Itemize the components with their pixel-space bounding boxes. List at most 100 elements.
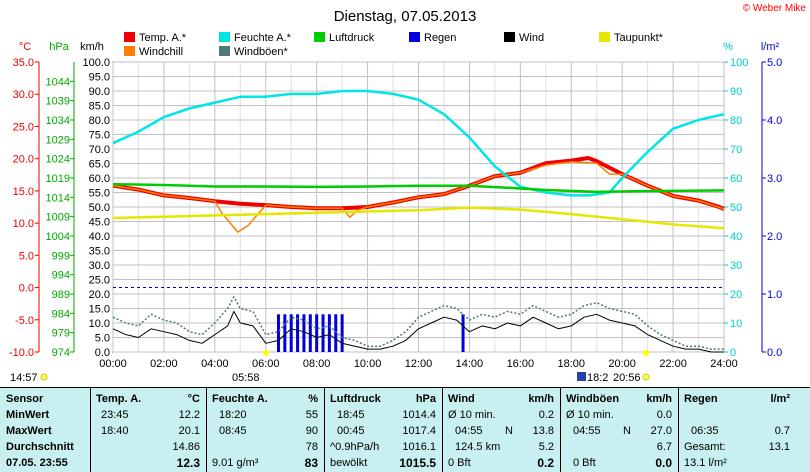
stats-wind-header: Wind <box>448 393 475 405</box>
legend-label-windchill: Windchill <box>139 46 183 58</box>
moon-icon <box>577 372 586 381</box>
temp-tick-label: -5.0 <box>15 315 34 327</box>
stats-pressure-max-value: 1017.4 <box>402 425 436 437</box>
x-tick-label: 08:00 <box>303 358 331 370</box>
stats-pressure-header: Luftdruck <box>330 393 381 405</box>
sunset-icon <box>642 373 650 381</box>
wind-tick-label: 5.0 <box>95 333 110 345</box>
pressure-tick-label: 1044 <box>46 76 70 88</box>
stats-humidity-current-value: 83 <box>304 456 318 470</box>
stats-humidity-header: Feuchte A. <box>212 393 268 405</box>
stats-pressure-avg-value: 1016.1 <box>402 441 436 453</box>
humidity-tick-label: 70 <box>730 144 742 156</box>
x-tick-label: 02:00 <box>150 358 178 370</box>
wind-tick-label: 60.0 <box>89 173 110 185</box>
chart-legend: Temp. A.* Feuchte A.* Luftdruck Regen Wind Ta… <box>124 32 664 58</box>
humidity-tick-label: 80 <box>730 115 742 127</box>
stats-gust-header: Windböen <box>566 393 620 405</box>
wind-tick-label: 65.0 <box>89 159 110 171</box>
series-line-windb-en <box>112 296 724 350</box>
stats-rain-total-value: 13.1 <box>768 441 790 453</box>
pressure-tick-label: 984 <box>52 308 70 320</box>
humidity-tick-label: 40 <box>730 231 742 243</box>
x-tick-label: 06:00 <box>252 358 280 370</box>
left-time-label: 14:57 <box>10 372 38 384</box>
x-tick-label: 16:00 <box>507 358 535 370</box>
stats-gust-min-note: Ø 10 min. <box>566 409 614 421</box>
temp-tick-label: 25.0 <box>13 121 34 133</box>
pressure-tick-label: 1004 <box>46 231 70 243</box>
wind-tick-label: 50.0 <box>89 202 110 214</box>
legend-swatch-regen <box>409 32 420 42</box>
wind-tick-label: 70.0 <box>89 144 110 156</box>
plot-area <box>112 61 725 353</box>
stats-avg-row-label: Durchschnitt <box>6 441 74 453</box>
stats-col-wind: Wind km/h Ø 10 min. 0.2 04:55 N 13.8 124… <box>442 388 560 472</box>
x-tick-label: 12:00 <box>405 358 433 370</box>
x-tick-label: 10:00 <box>354 358 382 370</box>
x-tick-label: 14:00 <box>456 358 484 370</box>
stats-wind-distance-note: 124.5 km <box>455 441 501 453</box>
wind-tick-label: 10.0 <box>89 318 110 330</box>
legend-swatch-windchill <box>124 46 135 56</box>
x-tick-label: 22:00 <box>659 358 687 370</box>
rain-tick-label: 1.0 <box>767 289 782 301</box>
wind-tick-label: 95.0 <box>89 72 110 84</box>
pressure-tick-label: 974 <box>52 347 70 359</box>
pressure-tick-label: 979 <box>52 328 70 340</box>
stats-wind-beaufort-note: 0 Bft <box>448 457 471 469</box>
x-tick-label: 18:00 <box>557 358 585 370</box>
stats-temp-max-value: 20.1 <box>178 425 200 437</box>
stats-min-row-label: MinWert <box>6 409 50 421</box>
legend-label-taupunkt: Taupunkt* <box>614 32 664 44</box>
rain-tick-label: 0.0 <box>767 347 782 359</box>
stats-rain-total-label: Gesamt: <box>684 441 726 453</box>
stats-sensor-header: Sensor <box>6 393 44 405</box>
stats-current-row-label: 07.05. 23:55 <box>6 457 68 469</box>
humidity-axis-unit: % <box>723 41 733 53</box>
stats-col-gust: Windböen km/h Ø 10 min. 0.0 04:55 N 27.0… <box>560 388 678 472</box>
stats-humidity-avg-value: 78 <box>305 441 318 453</box>
legend-swatch-temp-a <box>124 32 135 42</box>
sunrise-label: 05:58 <box>232 372 260 384</box>
stats-wind-max-time: 04:55 <box>455 425 483 437</box>
stats-humidity-abs-note: 9.01 g/m³ <box>212 457 259 469</box>
rain-bar <box>302 314 306 352</box>
wind-tick-label: 85.0 <box>89 101 110 113</box>
stats-rain-unit: l/m² <box>770 393 790 405</box>
legend-swatch-wind <box>504 32 515 42</box>
temp-tick-label: 0.0 <box>19 283 34 295</box>
x-tick-label: 04:00 <box>201 358 229 370</box>
axis-units: °C hPa km/h % l/m² <box>19 41 780 53</box>
stats-col-temp: Temp. A. °C 23:45 12.2 18:40 20.1 14.86 … <box>90 388 206 472</box>
stats-humidity-max-value: 90 <box>305 425 318 437</box>
wind-tick-label: 80.0 <box>89 115 110 127</box>
stats-wind-avg-value: 5.2 <box>538 441 554 453</box>
series-line-feuchte-a <box>112 89 725 197</box>
rain-axis-unit: l/m² <box>761 41 780 53</box>
stats-temp-max-time: 18:40 <box>101 425 129 437</box>
humidity-tick-label: 30 <box>730 260 742 272</box>
temp-axis-unit: °C <box>19 41 31 53</box>
stats-col-pressure: Luftdruck hPa 18:45 1014.4 00:45 1017.4 … <box>324 388 442 472</box>
stats-wind-min-note: Ø 10 min. <box>448 409 496 421</box>
humidity-tick-label: 50 <box>730 202 742 214</box>
pressure-tick-label: 1029 <box>46 134 70 146</box>
legend-label-windb-en: Windböen* <box>234 46 289 58</box>
stats-pressure-weather-note: bewölkt <box>330 457 368 469</box>
pressure-tick-label: 1034 <box>46 115 70 127</box>
weather-chart: Dienstag, 07.05.2013 Temp. A.* Feuchte A.… <box>9 8 782 384</box>
humidity-tick-label: 0 <box>730 347 736 359</box>
wind-tick-label: 15.0 <box>89 304 110 316</box>
stats-gust-max-time: 04:55 <box>573 425 601 437</box>
stats-gust-avg-value: 6.7 <box>656 441 672 453</box>
rain-bar <box>289 314 293 352</box>
rain-bar <box>276 314 280 352</box>
copyright-label: © Weber Mike <box>742 3 806 14</box>
stats-pressure-min-value: 1014.4 <box>402 409 436 421</box>
temp-tick-label: 35.0 <box>13 57 34 69</box>
x-tick-label: 20:00 <box>608 358 636 370</box>
temp-tick-label: 30.0 <box>13 89 34 101</box>
stats-col-sensor: Sensor MinWert MaxWert Durchschnitt 07.0… <box>0 388 90 472</box>
stats-rain-max-value: 0.7 <box>774 425 790 437</box>
